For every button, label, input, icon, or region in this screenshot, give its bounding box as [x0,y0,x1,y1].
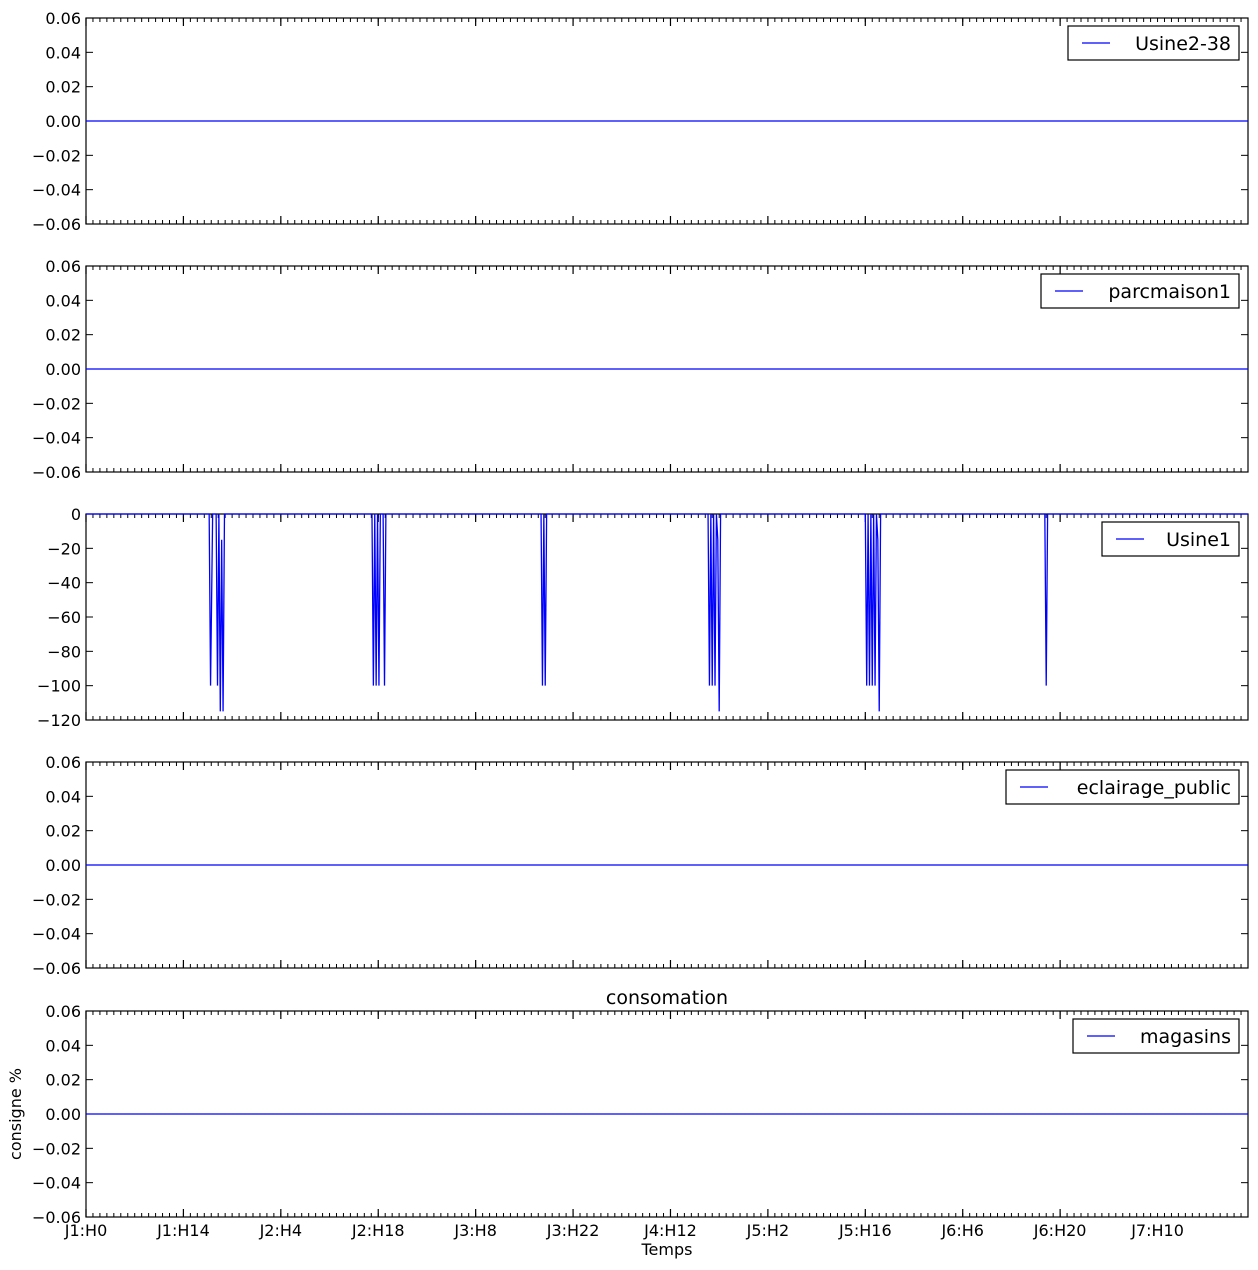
y-tick-label: 0.06 [45,1002,81,1021]
x-tick-label: J7:H10 [1130,1221,1184,1240]
y-tick-label: 0.04 [45,43,81,62]
y-tick-label: −0.04 [32,181,81,200]
y-tick-label: 0.06 [45,753,81,772]
y-tick-label: −0.02 [32,394,81,413]
x-axis-label: Temps [641,1240,693,1259]
y-tick-label: −0.02 [32,146,81,165]
y-tick-label: 0.00 [45,1105,81,1124]
panel-2: 0.06 0.04 0.02 0.00 −0.02 −0.04 −0.06 parcmaiso… [32,257,1249,482]
y-tick-label: −80 [47,642,81,661]
y-tick-label: −0.04 [32,429,81,448]
y-tick-label: −0.04 [32,925,81,944]
x-tick-label: J2:H4 [259,1221,303,1240]
legend: eclairage_public [1005,769,1240,805]
y-tick-label: 0.00 [45,360,81,379]
legend-label: Usine2-38 [1135,33,1231,55]
y-tick-label: −0.02 [32,890,81,909]
panel-5: 0.06 0.04 0.02 0.00 −0.02 −0.04 −0.06 magasins c… [6,987,1249,1259]
y-tick-label: −100 [37,677,81,696]
x-tick-label: J4:H12 [643,1221,697,1240]
chart-title: consomation [606,987,728,1009]
y-tick-label: 0.02 [45,78,81,97]
y-tick-label: −0.06 [32,215,81,234]
y-tick-label: −0.04 [32,1174,81,1193]
y-tick-label: 0.00 [45,112,81,131]
x-tick-label: J2:H18 [351,1221,405,1240]
legend: Usine2-38 [1067,25,1240,61]
legend: parcmaison1 [1040,273,1240,309]
y-tick-label: 0 [71,505,81,524]
y-tick-label: −120 [37,711,81,730]
y-tick-label: −40 [47,574,81,593]
legend-label: magasins [1140,1026,1231,1048]
y-tick-label: 0.06 [45,257,81,276]
y-tick-label: 0.00 [45,856,81,875]
x-tick-label: J5:H16 [838,1221,892,1240]
x-tick-label: J1:H0 [64,1221,108,1240]
legend-label: parcmaison1 [1108,281,1231,303]
legend: magasins [1072,1018,1240,1054]
x-tick-label: J3:H22 [546,1221,600,1240]
x-major-tick-marks [85,1011,1061,1217]
panel-4: 0.06 0.04 0.02 0.00 −0.02 −0.04 −0.06 eclairage… [32,753,1249,978]
legend-label: Usine1 [1166,529,1231,551]
y-tick-label: −0.02 [32,1139,81,1158]
x-tick-label: J3:H8 [453,1221,497,1240]
x-major-tick-marks [85,514,1061,720]
panel-3: 0 −20 −40 −60 −80 −100 −120 Usine1 [37,505,1249,730]
y-axis-label: consigne % [6,1068,25,1160]
series-line [86,513,1248,712]
y-tick-label: 0.06 [45,9,81,28]
y-tick-label: 0.02 [45,1071,81,1090]
y-tick-label: 0.04 [45,1036,81,1055]
y-tick-label: −0.06 [32,1208,81,1227]
x-major-tick-marks [85,266,1061,472]
legend: Usine1 [1101,521,1240,557]
y-tick-label: −0.06 [32,463,81,482]
x-major-tick-marks [85,18,1061,224]
y-tick-label: −60 [47,608,81,627]
x-major-tick-marks [85,762,1061,968]
x-tick-label: J6:H20 [1033,1221,1087,1240]
x-tick-label: J5:H2 [746,1221,790,1240]
x-tick-label: J6:H6 [940,1221,984,1240]
y-tick-label: 0.02 [45,326,81,345]
y-tick-label: 0.04 [45,291,81,310]
y-tick-label: 0.02 [45,822,81,841]
y-tick-label: −20 [47,539,81,558]
panel-1: 0.06 0.04 0.02 0.00 −0.02 −0.04 −0.06 Usine2-38 [32,9,1249,234]
y-tick-label: −0.06 [32,959,81,978]
y-tick-label: 0.04 [45,787,81,806]
x-tick-label: J1:H14 [156,1221,210,1240]
legend-label: eclairage_public [1077,777,1231,799]
